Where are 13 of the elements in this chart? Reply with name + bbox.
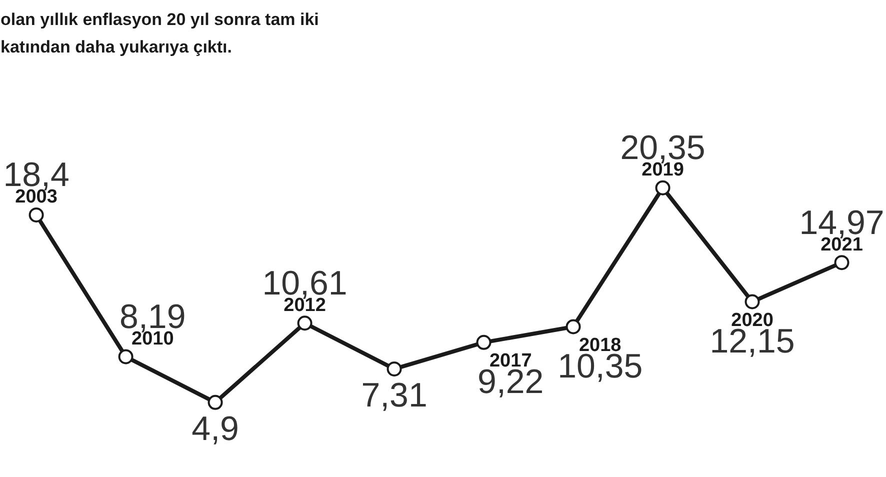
point (28, 207, 44, 222)
point (655, 180, 670, 196)
point (297, 316, 312, 331)
point (118, 349, 134, 364)
point (476, 334, 492, 350)
point (744, 294, 760, 310)
point (834, 255, 850, 270)
point (566, 319, 581, 334)
point (208, 394, 223, 410)
data-label: 7,31 (361, 376, 428, 415)
point (386, 361, 402, 376)
chart-title: olan yıllık enflasyon 20 yıl sonra tam iki katından daha yukarıya çıktı. (0, 10, 319, 56)
data-label: 4,9 (192, 410, 239, 448)
